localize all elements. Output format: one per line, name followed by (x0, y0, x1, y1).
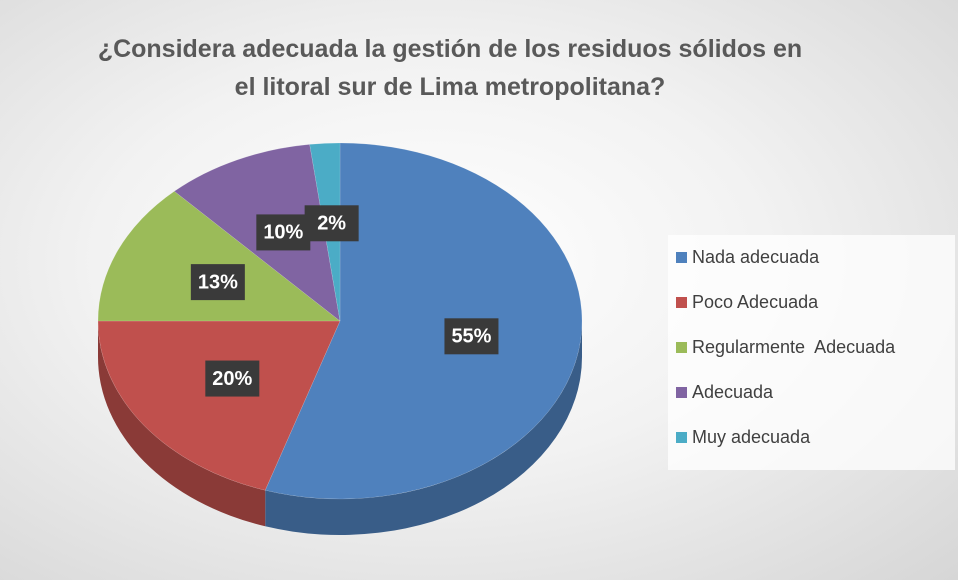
data-label-box (304, 205, 359, 242)
pie-slice (97, 320, 341, 491)
legend-swatch (676, 252, 687, 263)
data-label: 13% (190, 264, 245, 301)
legend-label: Regularmente Adecuada (692, 337, 896, 357)
legend-label: Adecuada (692, 382, 774, 402)
legend-item: Regularmente Adecuada (676, 337, 895, 358)
legend-label: Muy adecuada (692, 427, 811, 447)
data-label-box (444, 318, 499, 355)
data-label-text: 20% (212, 368, 252, 390)
legend-swatch (676, 297, 687, 308)
legend-item: Muy adecuada (676, 427, 810, 448)
legend-item: Adecuada (676, 382, 773, 403)
legend-item: Poco Adecuada (676, 292, 818, 313)
pie-side (265, 321, 582, 535)
data-label-text: 13% (198, 271, 238, 293)
legend: Nada adecuada Poco Adecuada Regularmente A… (668, 235, 955, 470)
pie-side (98, 321, 266, 527)
data-label: 2% (304, 205, 359, 242)
legend-swatch (676, 387, 687, 398)
data-label-text: 2% (317, 213, 346, 235)
legend-swatch (676, 342, 687, 353)
data-label: 20% (205, 360, 260, 397)
data-label-box (190, 264, 245, 301)
data-label-box (256, 214, 311, 251)
pie-slice (97, 190, 341, 322)
legend-swatch (676, 432, 687, 443)
chart-title: ¿Considera adecuada la gestión de los re… (97, 35, 803, 101)
data-label: 10% (256, 214, 311, 251)
data-label-text: 10% (263, 222, 303, 244)
legend-label: Poco Adecuada (692, 292, 819, 312)
legend-label: Nada adecuada (692, 247, 820, 267)
data-label: 55% (444, 318, 499, 355)
legend-item: Nada adecuada (676, 247, 819, 268)
data-label-text: 55% (451, 326, 491, 348)
data-label-box (205, 360, 260, 397)
